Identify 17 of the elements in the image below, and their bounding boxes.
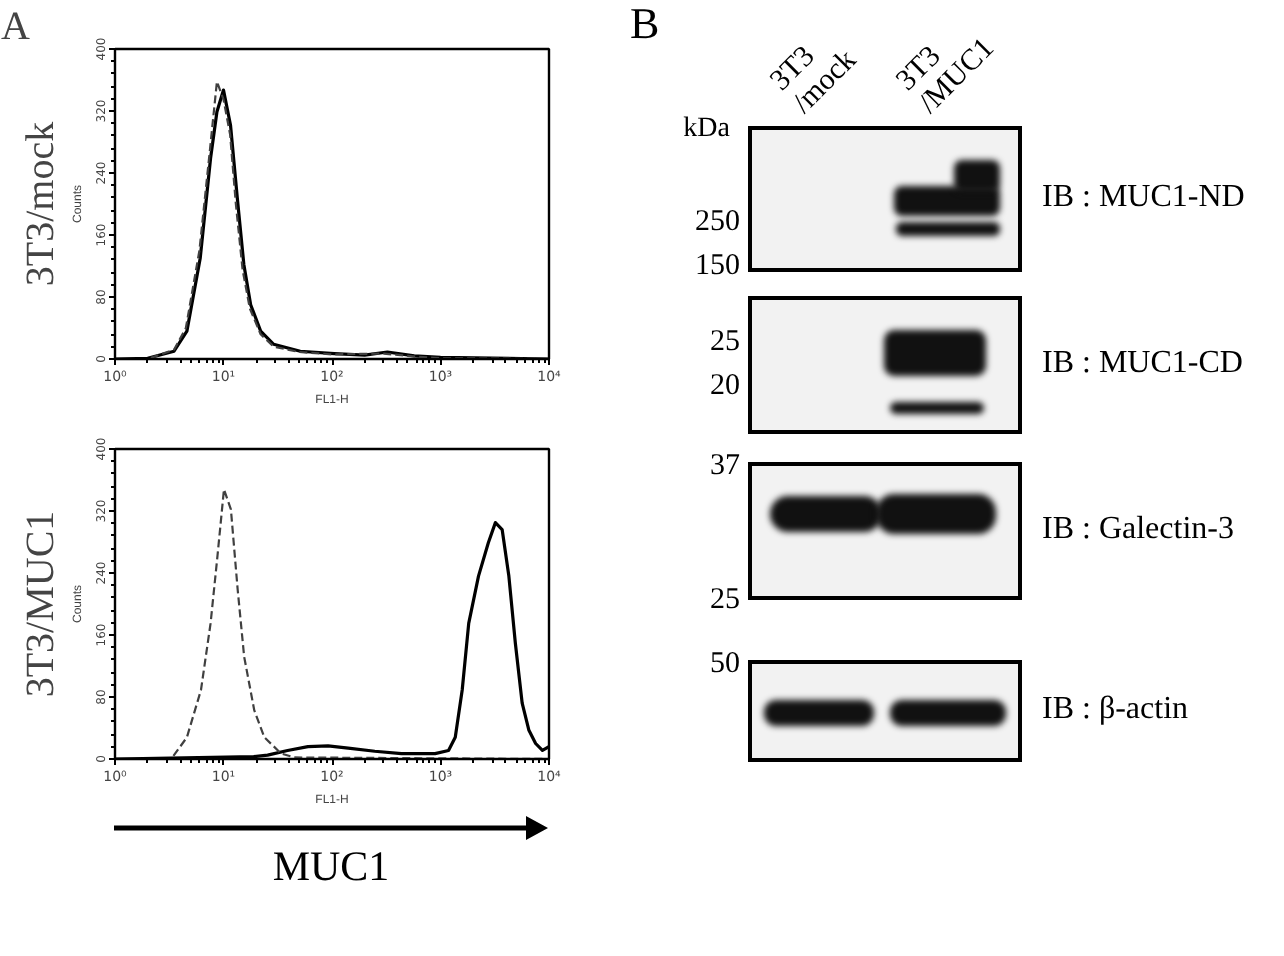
category-label: IB : MUC1-CD xyxy=(1042,346,1243,380)
text: 20 xyxy=(710,368,740,406)
text: 3T3/MUC1 xyxy=(19,510,63,698)
text: 250 xyxy=(695,204,740,242)
text: A xyxy=(1,5,31,49)
text: kDa xyxy=(683,112,730,148)
text: 50 xyxy=(710,646,740,684)
text: 150 xyxy=(695,248,740,286)
category-label: IB : Galectin-3 xyxy=(1042,512,1234,546)
text: 25 xyxy=(710,582,740,620)
text: 3T3/mock xyxy=(19,121,63,287)
category-label: IB : MUC1-ND xyxy=(1042,180,1245,214)
text: 37 xyxy=(710,448,740,486)
text: B xyxy=(630,0,660,50)
text: MUC1 xyxy=(270,840,392,892)
text: 25 xyxy=(710,324,740,362)
category-label: IB : β-actin xyxy=(1042,692,1189,726)
